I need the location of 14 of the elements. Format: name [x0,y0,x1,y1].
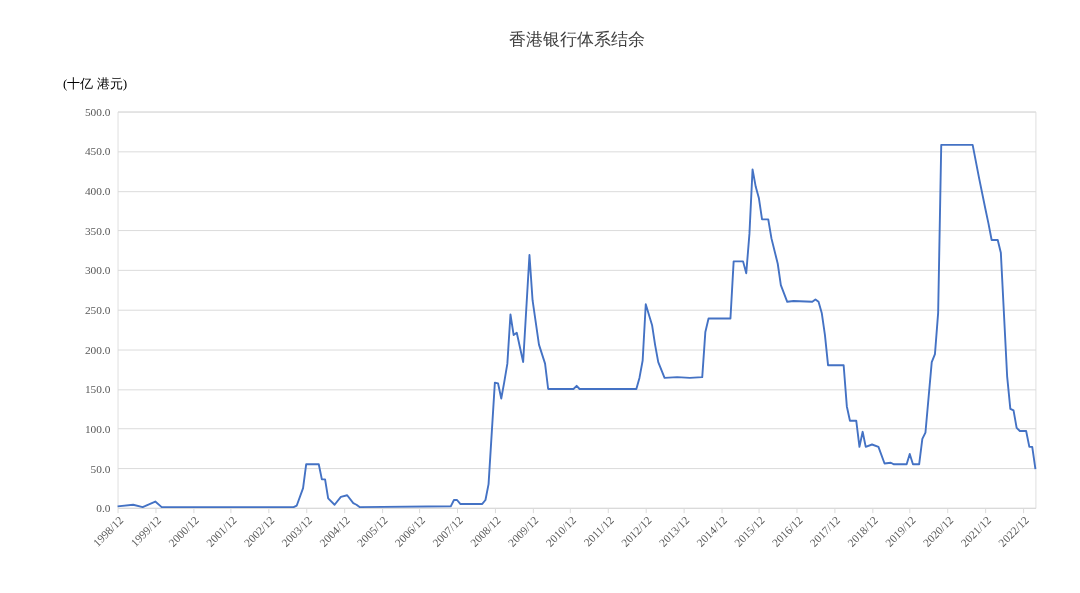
y-tick-label: 200.0 [84,343,111,356]
y-tick-label: 50.0 [90,462,111,475]
y-tick-label: 250.0 [84,304,111,316]
y-tick-label: 500.0 [84,105,111,118]
y-tick-label: 350.0 [84,224,111,237]
y-tick-label: 0.0 [96,502,111,515]
line-series [116,143,1037,509]
chart-title: 香港银行体系结余 [508,30,645,50]
y-tick-label: 300.0 [84,264,111,277]
y-axis-title: (十亿 港元) [63,76,128,92]
y-tick-label: 150.0 [84,383,111,396]
y-tick-label: 400.0 [84,185,111,198]
y-tick-label: 100.0 [84,422,111,435]
y-tick-label: 450.0 [84,145,111,158]
